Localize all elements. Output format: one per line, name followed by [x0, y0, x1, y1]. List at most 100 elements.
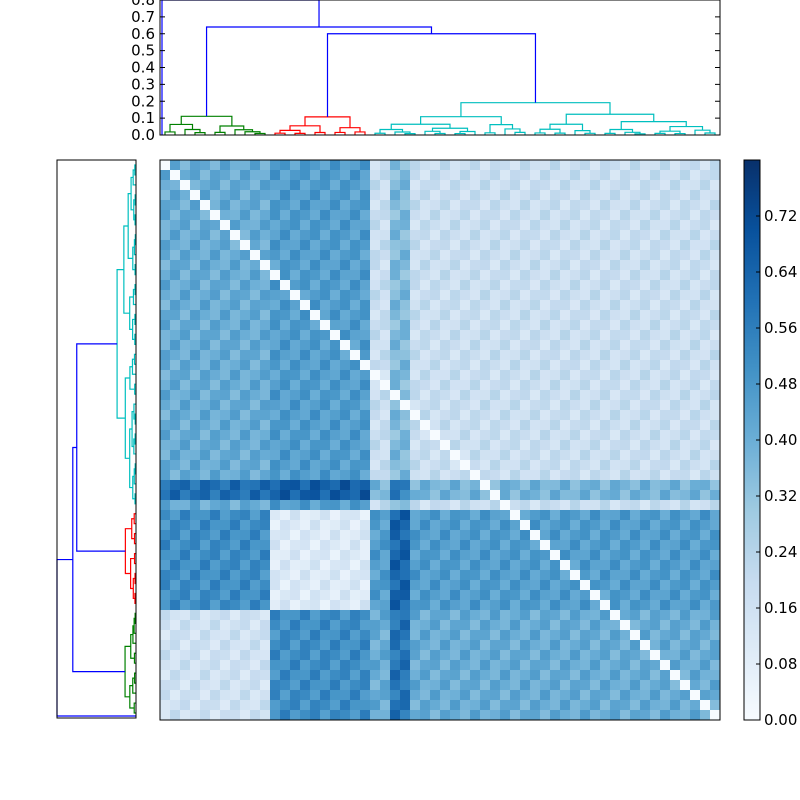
heatmap-cell	[540, 210, 551, 221]
heatmap-cell	[590, 420, 601, 431]
heatmap-cell	[180, 250, 191, 261]
heatmap-cell	[200, 480, 211, 491]
heatmap-cell	[670, 310, 681, 321]
heatmap-cell	[510, 200, 521, 211]
heatmap-cell	[560, 520, 571, 531]
heatmap-cell	[410, 540, 421, 551]
heatmap-cell	[290, 490, 301, 501]
heatmap-cell	[330, 600, 341, 611]
left-dendrogram-link	[132, 677, 136, 694]
heatmap-cell	[330, 450, 341, 461]
heatmap-cell	[250, 590, 261, 601]
heatmap-cell	[380, 320, 391, 331]
heatmap-cell	[260, 400, 271, 411]
heatmap-cell	[550, 460, 561, 471]
heatmap-cell	[310, 500, 321, 511]
heatmap-cell	[230, 690, 241, 701]
heatmap-cell	[710, 420, 721, 431]
heatmap-cell	[510, 240, 521, 251]
heatmap-cell	[690, 380, 701, 391]
heatmap-cell	[310, 630, 321, 641]
heatmap-cell	[350, 360, 361, 371]
heatmap-cell	[410, 570, 421, 581]
heatmap-cell	[470, 540, 481, 551]
heatmap-cell	[590, 480, 601, 491]
colorbar-tick-label: 0.16	[764, 599, 797, 617]
heatmap-cell	[660, 500, 671, 511]
heatmap-cell	[460, 210, 471, 221]
heatmap-cell	[440, 330, 451, 341]
heatmap-cell	[240, 650, 251, 661]
heatmap-cell	[640, 580, 651, 591]
heatmap-cell	[630, 430, 641, 441]
heatmap-cell	[210, 400, 221, 411]
heatmap-cell	[470, 460, 481, 471]
heatmap-cell	[340, 440, 351, 451]
heatmap-cell	[640, 500, 651, 511]
heatmap-cell	[160, 520, 171, 531]
heatmap-cell	[240, 340, 251, 351]
heatmap-cell	[580, 290, 591, 301]
heatmap-cell	[460, 660, 471, 671]
heatmap-cell	[590, 660, 601, 671]
heatmap-cell	[660, 390, 671, 401]
heatmap-cell	[450, 250, 461, 261]
heatmap-cell	[560, 330, 571, 341]
heatmap-cell	[420, 320, 431, 331]
heatmap-cell	[500, 580, 511, 591]
heatmap-cell	[580, 250, 591, 261]
heatmap-cell	[400, 160, 411, 171]
heatmap-cell	[560, 350, 571, 361]
heatmap-cell	[160, 700, 171, 711]
heatmap-cell	[330, 700, 341, 711]
heatmap-cell	[280, 250, 291, 261]
heatmap-cell	[410, 430, 421, 441]
heatmap-cell	[590, 380, 601, 391]
heatmap-cell	[620, 420, 631, 431]
heatmap-cell	[370, 630, 381, 641]
heatmap-cell	[450, 300, 461, 311]
heatmap-cell	[600, 640, 611, 651]
heatmap-cell	[350, 350, 361, 361]
heatmap-cell	[350, 590, 361, 601]
heatmap-cell	[260, 640, 271, 651]
heatmap-cell	[650, 430, 661, 441]
heatmap-cell	[280, 610, 291, 621]
heatmap-cell	[650, 230, 661, 241]
heatmap-cell	[310, 160, 321, 171]
heatmap-cell	[540, 460, 551, 471]
heatmap-cell	[710, 390, 721, 401]
heatmap-cell	[370, 380, 381, 391]
heatmap-cell	[200, 330, 211, 341]
heatmap-cell	[190, 500, 201, 511]
heatmap-cell	[410, 630, 421, 641]
heatmap-cell	[550, 330, 561, 341]
heatmap-cell	[350, 260, 361, 271]
heatmap-cell	[510, 710, 521, 721]
heatmap-cell	[220, 710, 231, 721]
heatmap-cell	[580, 510, 591, 521]
heatmap-cell	[600, 260, 611, 271]
heatmap-cell	[560, 580, 571, 591]
heatmap-cell	[560, 440, 571, 451]
heatmap-cell	[160, 250, 171, 261]
heatmap-cell	[290, 450, 301, 461]
heatmap-cell	[190, 660, 201, 671]
heatmap-cell	[400, 330, 411, 341]
left-dendrogram-link	[72, 446, 126, 673]
heatmap-cell	[440, 350, 451, 361]
heatmap-cell	[290, 200, 301, 211]
heatmap-cell	[580, 640, 591, 651]
heatmap-cell	[290, 280, 301, 291]
heatmap-cell	[680, 500, 691, 511]
heatmap-cell	[700, 710, 711, 721]
heatmap-cell	[520, 620, 531, 631]
heatmap-cell	[440, 280, 451, 291]
heatmap-cell	[650, 220, 661, 231]
heatmap-cell	[630, 440, 641, 451]
heatmap-cell	[310, 590, 321, 601]
heatmap-cell	[290, 390, 301, 401]
heatmap-cell	[710, 260, 721, 271]
heatmap-cell	[620, 470, 631, 481]
heatmap-cell	[340, 340, 351, 351]
